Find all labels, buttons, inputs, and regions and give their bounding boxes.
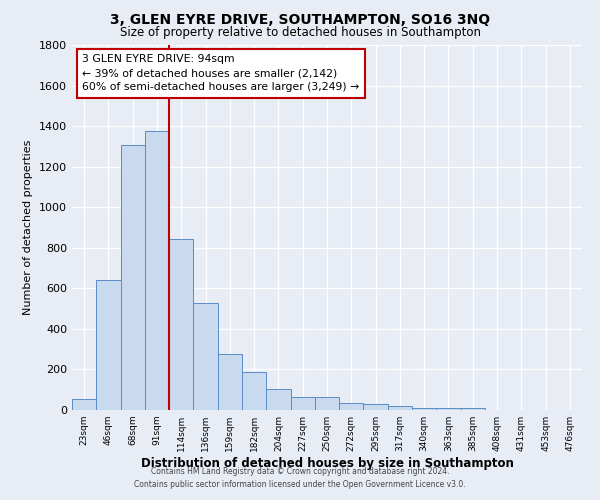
Bar [412,408,436,410]
Bar [121,146,145,410]
Bar [461,408,485,410]
Text: Contains public sector information licensed under the Open Government Licence v3: Contains public sector information licen… [134,480,466,489]
Text: 3 GLEN EYRE DRIVE: 94sqm
← 39% of detached houses are smaller (2,142)
60% of sem: 3 GLEN EYRE DRIVE: 94sqm ← 39% of detach… [82,54,359,92]
Bar [388,406,412,410]
X-axis label: Distribution of detached houses by size in Southampton: Distribution of detached houses by size … [140,457,514,470]
Text: 3, GLEN EYRE DRIVE, SOUTHAMPTON, SO16 3NQ: 3, GLEN EYRE DRIVE, SOUTHAMPTON, SO16 3N… [110,12,490,26]
Bar [339,403,364,410]
Bar [364,404,388,410]
Bar [169,238,193,410]
Y-axis label: Number of detached properties: Number of detached properties [23,140,34,315]
Bar [72,399,96,410]
Bar [436,408,461,410]
Bar [315,398,339,410]
Bar [193,302,218,410]
Bar [290,397,315,410]
Text: Contains HM Land Registry data © Crown copyright and database right 2024.: Contains HM Land Registry data © Crown c… [151,467,449,476]
Bar [218,354,242,410]
Bar [242,372,266,410]
Text: Size of property relative to detached houses in Southampton: Size of property relative to detached ho… [119,26,481,39]
Bar [145,131,169,410]
Bar [96,280,121,410]
Bar [266,389,290,410]
